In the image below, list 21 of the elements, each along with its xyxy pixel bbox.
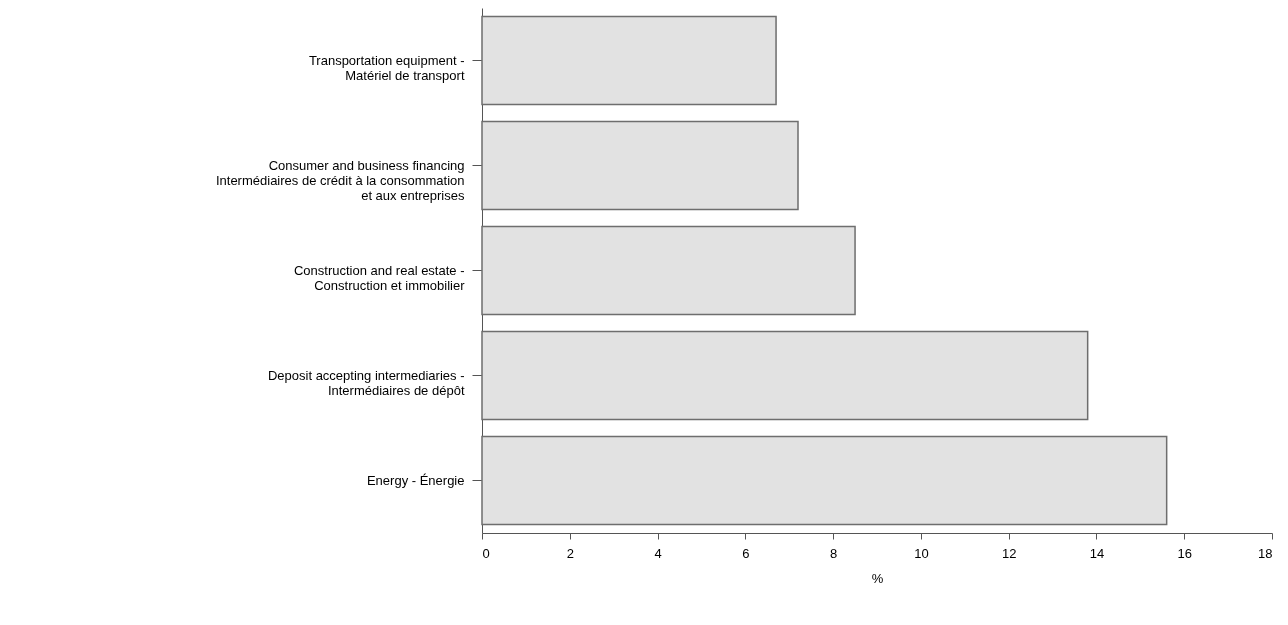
bar [481, 435, 1168, 526]
y-tick-label: Deposit accepting intermediaries - Intermédiaires de dépôt [267, 367, 465, 398]
x-tick-label: 8 [829, 545, 838, 561]
y-tick-label: Construction and real estate - Construction et immobilier [293, 262, 466, 293]
x-axis-title: % [871, 570, 884, 586]
bar [481, 225, 856, 316]
x-tick-label: 6 [742, 545, 750, 561]
x-tick-label: 4 [654, 545, 662, 561]
bar [481, 120, 799, 211]
x-tick-label: 10 [914, 545, 929, 561]
y-tick-label: Consumer and business financing Intermédiaires de crédit à la consommation et aux entreprises [215, 157, 465, 203]
x-tick-label: 0 [482, 545, 490, 561]
bar [481, 15, 777, 106]
x-tick-label: 16 [1177, 545, 1192, 561]
x-tick-label: 14 [1089, 545, 1105, 561]
x-tick-label: 2 [566, 545, 574, 561]
y-tick-label: Transportation equipment - Matériel de transport [308, 52, 465, 83]
x-tick-label: 12 [1001, 545, 1017, 561]
x-tick-label: 18 [1258, 545, 1273, 561]
bar [481, 330, 1089, 421]
y-tick-label: Energy - Énergie [366, 472, 465, 488]
